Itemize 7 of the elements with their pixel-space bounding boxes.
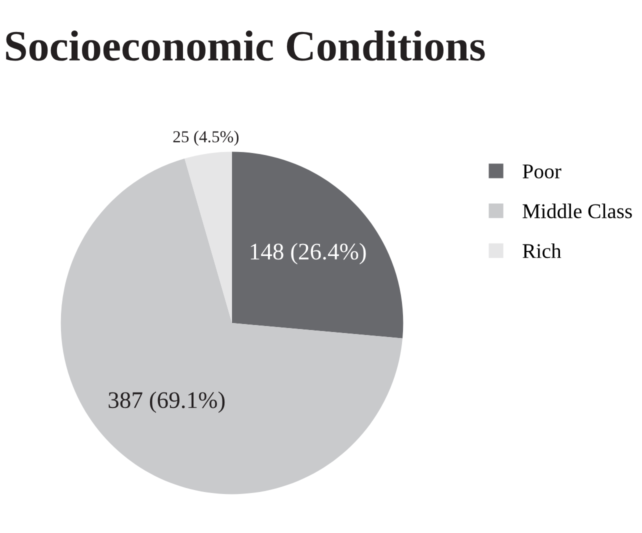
- data-label: 148 (26.4%): [250, 242, 366, 264]
- legend-label: Rich: [522, 243, 562, 258]
- chart-title: Socioeconomic Conditions: [6, 30, 485, 61]
- legend-label: Middle Class: [522, 204, 632, 218]
- data-label: 25 (4.5%): [173, 130, 239, 146]
- data-label: 387 (69.1%): [108, 392, 225, 413]
- legend-label: Poor: [522, 164, 562, 178]
